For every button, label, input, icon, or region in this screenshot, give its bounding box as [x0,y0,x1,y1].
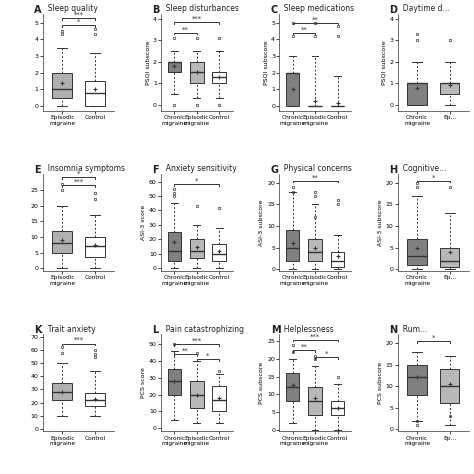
Text: **: ** [182,348,189,354]
Bar [309,387,322,416]
Text: A: A [34,5,42,15]
Text: **: ** [301,344,307,350]
Bar [85,237,105,257]
Bar [168,232,181,261]
Text: N: N [389,325,397,335]
Bar [440,247,459,267]
Bar [212,73,226,83]
Bar [286,230,300,261]
Text: M: M [271,325,280,335]
Bar [407,365,427,395]
Text: Physical concerns: Physical concerns [279,164,352,173]
Text: Insomnia symptoms: Insomnia symptoms [43,164,125,173]
Text: F: F [152,164,159,174]
Text: *: * [325,351,328,357]
Text: B: B [152,5,160,15]
Bar [286,73,300,106]
Y-axis label: PSQI subscore: PSQI subscore [145,40,150,85]
Text: Sleep disturbances: Sleep disturbances [161,4,239,13]
Bar [53,383,72,400]
Text: Sleep quality: Sleep quality [43,4,98,13]
Text: E: E [34,164,41,174]
Text: **: ** [312,174,319,181]
Text: C: C [271,5,278,15]
Y-axis label: PSQI subscore: PSQI subscore [264,40,268,85]
Y-axis label: PCS score: PCS score [141,367,146,398]
Bar [190,239,203,258]
Text: ***: *** [73,179,83,185]
Bar [212,244,226,261]
Y-axis label: ASI-3 subscore: ASI-3 subscore [378,200,383,246]
Text: Helplessness: Helplessness [279,325,334,334]
Y-axis label: ASI-3 score: ASI-3 score [141,205,146,240]
Text: ***: *** [73,12,83,18]
Bar [331,252,344,267]
Text: ***: *** [73,337,83,343]
Bar [407,83,427,105]
Text: G: G [271,164,279,174]
Text: **: ** [301,27,307,32]
Bar [53,73,72,98]
Bar [212,386,226,411]
Text: L: L [152,325,159,335]
Bar [190,62,203,83]
Text: *: * [432,174,435,181]
Text: *: * [77,19,80,25]
Text: Sleep medications: Sleep medications [279,4,355,13]
Text: Daytime d…: Daytime d… [398,4,449,13]
Y-axis label: PCS subscore: PCS subscore [378,362,383,404]
Text: Anxiety sensitivity: Anxiety sensitivity [161,164,237,173]
Text: *: * [206,353,210,359]
Y-axis label: ASI-3 subscore: ASI-3 subscore [259,200,264,246]
Text: **: ** [312,16,319,22]
Text: H: H [389,164,397,174]
Bar [309,239,322,261]
Text: K: K [34,325,42,335]
Bar [85,393,105,406]
Bar [440,83,459,94]
Text: Rum…: Rum… [398,325,427,334]
Text: ***: *** [310,333,320,339]
Text: Pain catastrophizing: Pain catastrophizing [161,325,244,334]
Text: Trait anxiety: Trait anxiety [43,325,95,334]
Bar [168,369,181,394]
Bar [286,373,300,401]
Bar [407,239,427,265]
Text: *: * [432,335,435,340]
Bar [53,231,72,253]
Text: *: * [195,178,199,184]
Bar [190,381,203,408]
Y-axis label: PSQI subscore: PSQI subscore [382,40,387,85]
Text: ***: *** [192,338,202,344]
Bar [331,401,344,416]
Text: *: * [77,171,80,177]
Text: ***: *** [192,16,202,21]
Text: **: ** [182,26,189,32]
Text: D: D [389,5,397,15]
Y-axis label: PCS subscore: PCS subscore [259,362,264,404]
Bar [85,81,105,106]
Text: Cognitive…: Cognitive… [398,164,446,173]
Bar [168,62,181,73]
Bar [440,369,459,403]
